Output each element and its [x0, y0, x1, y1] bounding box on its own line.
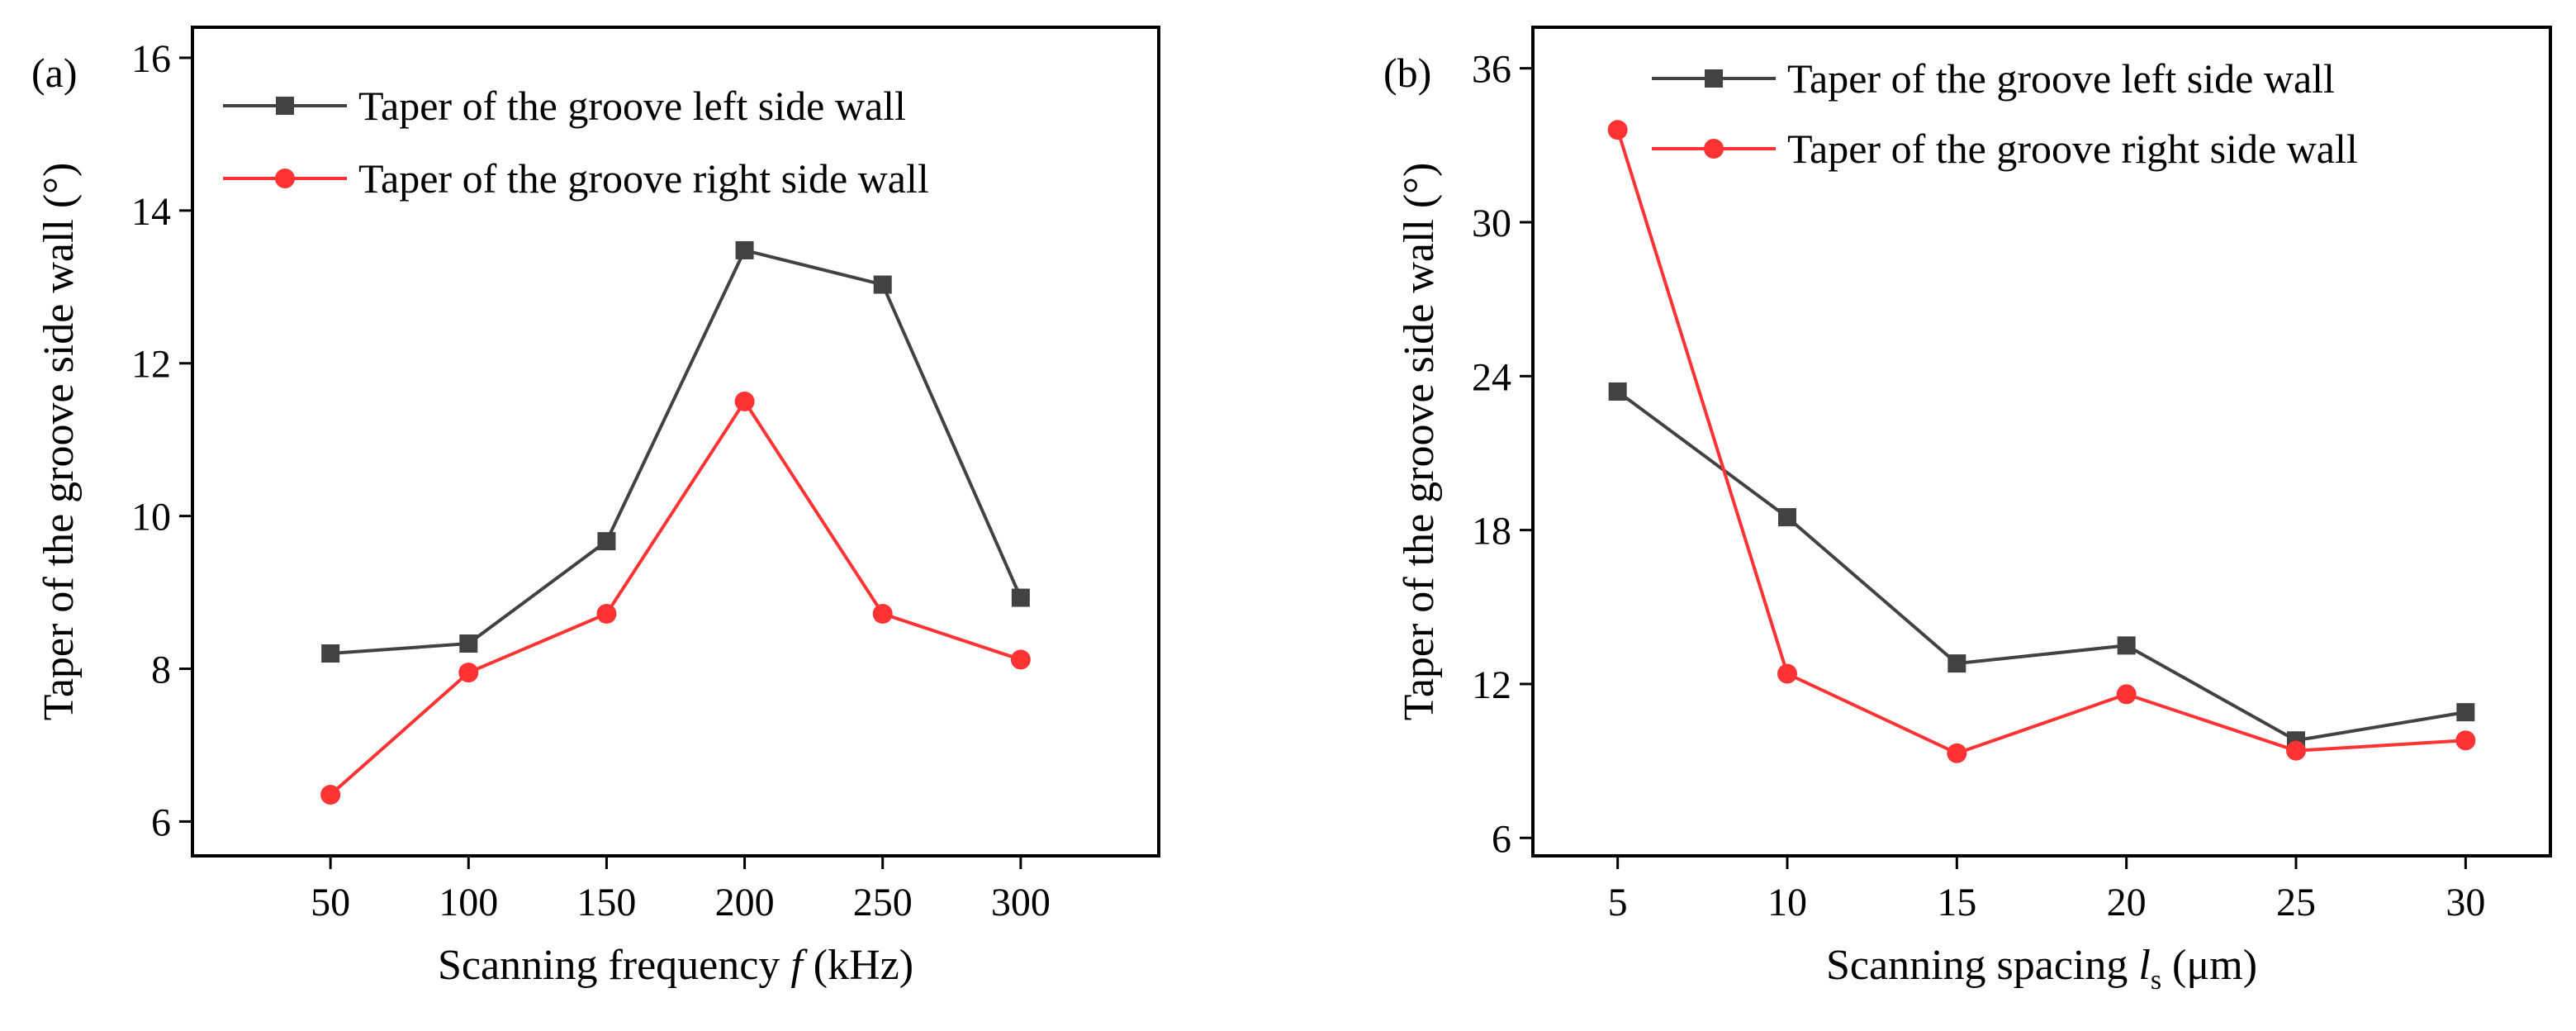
x-tick-label: 250 [853, 881, 913, 924]
legend: Taper of the groove left side wall Taper … [1652, 55, 2358, 172]
data-point-left-wall [873, 275, 892, 294]
chart-panel-b: 5 10 15 20 25 30 6 12 18 24 30 36 Taper of the groov… [1383, 26, 2552, 995]
x-axis-title: Scanning spacing ls (μm) [1826, 942, 2257, 995]
series-line-left-wall [330, 248, 1022, 656]
legend-marker [275, 169, 295, 188]
data-point-left-wall [1011, 588, 1030, 607]
panel-label: (a) [31, 50, 78, 96]
legend-marker [276, 97, 294, 115]
data-point-right-wall [596, 603, 617, 624]
data-point-left-wall [2456, 703, 2475, 722]
x-tick-label: 10 [1767, 881, 1807, 924]
x-tick-label: 50 [311, 881, 350, 924]
data-point-right-wall [734, 391, 755, 411]
legend-marker [1704, 139, 1724, 159]
series-line-right-wall [329, 399, 1022, 796]
legend-marker [1705, 69, 1723, 88]
data-point-right-wall [320, 785, 341, 805]
data-point-left-wall [1947, 654, 1966, 673]
panel-label: (b) [1383, 50, 1431, 96]
y-tick-label: 30 [1472, 202, 1511, 245]
data-point-left-wall [321, 644, 340, 663]
data-point-left-wall [597, 532, 616, 551]
data-point-right-wall [2286, 740, 2306, 761]
chart-panel-a: 50 100 150 200 250 300 6 8 10 12 14 16 Taper of the … [31, 26, 1160, 989]
x-tick-label: 300 [991, 881, 1051, 924]
data-point-right-wall [2116, 684, 2137, 705]
data-point-right-wall [1607, 120, 1628, 140]
data-point-right-wall [1777, 663, 1797, 684]
y-tick-label: 12 [131, 343, 171, 387]
data-point-left-wall [1778, 508, 1796, 527]
y-tick-label: 14 [131, 190, 171, 234]
y-tick-label: 36 [1472, 48, 1511, 92]
series-line-right-wall [1615, 129, 2466, 755]
y-tick-label: 8 [151, 649, 171, 692]
data-point-left-wall [1608, 382, 1627, 401]
y-tick-label: 12 [1472, 663, 1511, 707]
y-tick-label: 16 [131, 37, 171, 81]
x-tick-label: 5 [1608, 881, 1628, 924]
data-point-right-wall [458, 663, 479, 683]
plot-frame [1531, 26, 2552, 858]
data-point-left-wall [2117, 636, 2136, 655]
y-tick-label: 6 [151, 801, 171, 844]
data-point-right-wall [2455, 730, 2476, 751]
plot-frame [191, 26, 1160, 858]
x-tick-label: 30 [2446, 881, 2485, 924]
data-point-left-wall [735, 240, 754, 259]
legend: Taper of the groove left side wall Taper … [223, 83, 929, 202]
y-tick-label: 10 [131, 496, 171, 539]
data-point-right-wall [1010, 649, 1031, 670]
y-axis-title: Taper of the groove side wall (°) [1396, 163, 1443, 721]
x-tick-label: 25 [2276, 881, 2316, 924]
series-line-left-wall [1616, 390, 2466, 743]
x-tick-label: 150 [576, 881, 636, 924]
y-tick-label: 18 [1472, 510, 1511, 554]
x-axis-title: Scanning frequency f (kHz) [438, 942, 913, 989]
data-point-left-wall [459, 634, 478, 653]
legend-entry-label: Taper of the groove right side wall [1787, 126, 2358, 172]
y-tick-label: 6 [1492, 817, 1511, 861]
x-tick-label: 20 [2107, 881, 2147, 924]
x-tick-label: 100 [439, 881, 498, 924]
x-tick-label: 200 [715, 881, 775, 924]
x-tick-label: 15 [1937, 881, 1976, 924]
data-point-right-wall [1947, 743, 1967, 763]
y-tick-label: 24 [1472, 355, 1511, 399]
legend-entry-label: Taper of the groove left side wall [1787, 55, 2335, 102]
legend-entry-label: Taper of the groove left side wall [358, 83, 906, 129]
legend-entry-label: Taper of the groove right side wall [358, 155, 929, 202]
y-axis-title: Taper of the groove side wall (°) [36, 163, 83, 721]
data-point-right-wall [872, 603, 893, 624]
